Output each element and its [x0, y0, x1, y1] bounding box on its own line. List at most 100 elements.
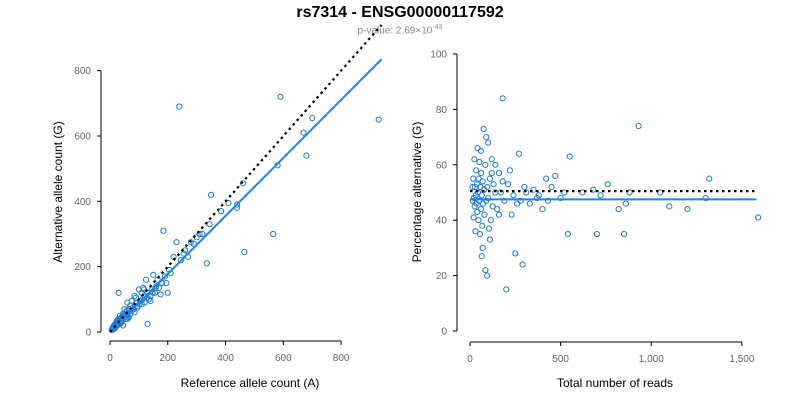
x-tick-label: 0	[467, 354, 473, 365]
data-point	[131, 292, 138, 300]
chart-ref-vs-alt: 0 200 400 600 800 0 200 400 600 800 Reference alle…	[51, 24, 383, 390]
data-point	[510, 192, 517, 199]
data-point	[657, 189, 664, 196]
data-point	[277, 93, 284, 100]
x-tick-label: 1,000	[639, 354, 664, 365]
data-point	[145, 296, 153, 303]
data-point	[309, 114, 316, 122]
data-point	[626, 189, 633, 196]
data-point	[239, 180, 246, 187]
data-point	[199, 230, 206, 238]
data-point	[499, 95, 506, 102]
data-point	[479, 244, 486, 251]
y-tick-label: 100	[430, 50, 447, 61]
data-point	[508, 211, 515, 218]
data-point	[124, 299, 131, 306]
data-point	[543, 175, 550, 182]
data-point	[300, 129, 307, 136]
y-tick-label: 200	[74, 262, 91, 273]
data-point	[593, 230, 600, 238]
data-point	[615, 206, 622, 213]
data-point	[218, 208, 225, 215]
data-point	[486, 175, 494, 182]
data-point	[517, 197, 524, 204]
data-point	[270, 230, 277, 238]
data-point	[470, 214, 477, 221]
data-point	[523, 189, 530, 196]
data-point	[530, 186, 537, 193]
data-point	[490, 181, 497, 188]
data-point	[469, 183, 476, 191]
data-point	[635, 122, 642, 130]
data-point	[482, 266, 489, 274]
data-point	[469, 197, 476, 204]
data-point	[150, 271, 157, 278]
data-point	[501, 197, 508, 204]
data-point	[499, 178, 506, 185]
data-point	[477, 147, 484, 155]
data-point	[492, 161, 499, 168]
data-point	[604, 181, 611, 188]
data-point	[521, 183, 528, 191]
data-point	[526, 200, 533, 207]
y-tick-label: 40	[436, 216, 448, 227]
data-point	[156, 284, 163, 291]
x-tick-label: 500	[552, 354, 569, 365]
data-point	[375, 116, 382, 123]
data-point	[303, 152, 310, 159]
data-point	[702, 194, 709, 202]
data-point	[173, 239, 180, 246]
y-axis-title: Percentage alternative (G)	[410, 122, 424, 263]
data-point	[548, 183, 555, 191]
data-point	[620, 230, 628, 238]
data-point	[564, 230, 571, 238]
data-point	[144, 320, 151, 327]
data-point	[470, 194, 478, 202]
x-tick-label: 800	[333, 353, 350, 364]
y-tick-label: 80	[436, 105, 448, 116]
data-point	[579, 189, 586, 196]
y-tick-label: 400	[74, 197, 91, 208]
y-tick-label: 0	[85, 328, 91, 339]
data-point	[206, 221, 213, 228]
data-point	[706, 175, 713, 182]
data-point	[485, 139, 492, 146]
data-point	[471, 156, 478, 163]
data-point	[504, 181, 512, 188]
x-axis-title: Total number of reads	[557, 376, 673, 390]
data-point	[480, 125, 487, 132]
data-point	[488, 156, 495, 163]
page-subtitle: p-value: 2.69×10-43	[0, 24, 800, 36]
data-point	[494, 206, 501, 213]
data-point	[503, 286, 510, 293]
data-point	[478, 253, 485, 260]
data-point	[512, 250, 519, 257]
data-point	[475, 217, 482, 224]
data-point	[666, 203, 673, 210]
data-point	[484, 272, 491, 279]
data-point	[479, 222, 486, 229]
data-point	[492, 189, 499, 196]
data-point	[539, 206, 546, 213]
y-tick-label: 0	[441, 327, 447, 338]
data-point	[485, 225, 493, 232]
data-point	[115, 289, 122, 296]
data-point	[177, 257, 184, 264]
subtitle-text: p-value: 2.69×10	[357, 25, 433, 37]
data-point	[566, 153, 573, 160]
data-point	[180, 250, 187, 257]
data-point	[470, 175, 477, 182]
data-point	[561, 189, 568, 196]
data-point	[514, 200, 521, 207]
data-point	[241, 248, 248, 256]
data-point	[190, 240, 197, 247]
data-point	[161, 273, 168, 280]
data-point	[477, 183, 484, 191]
fit-line	[109, 58, 383, 333]
x-tick-label: 200	[159, 353, 176, 364]
data-point	[160, 227, 167, 234]
y-tick-label: 800	[74, 66, 91, 77]
data-point	[143, 276, 150, 283]
data-point	[481, 211, 488, 218]
data-point	[208, 191, 215, 198]
